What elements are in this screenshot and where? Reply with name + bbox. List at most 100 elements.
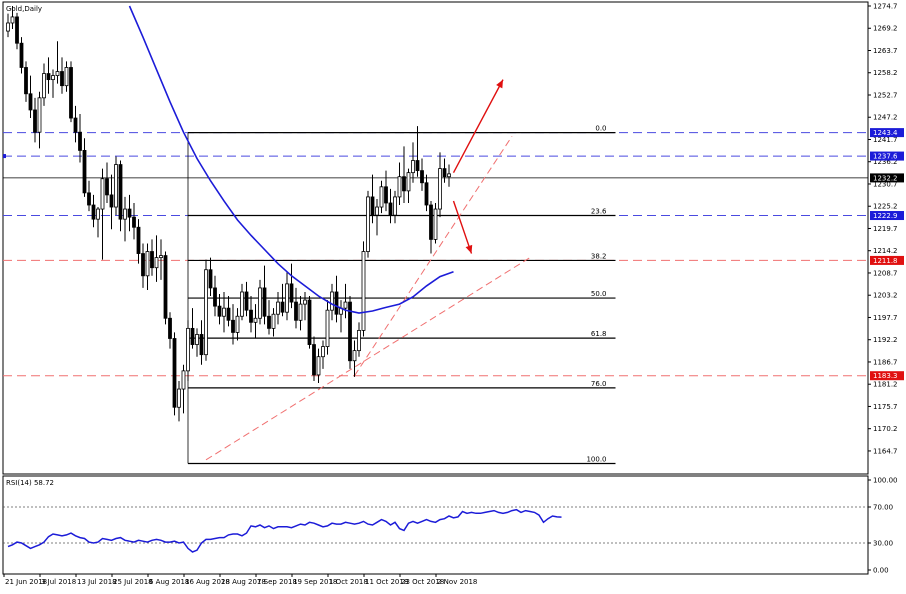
candle-body: [46, 73, 51, 81]
candle: [330, 283, 334, 321]
candle: [303, 291, 307, 321]
candle-body: [244, 291, 249, 311]
candle-body: [240, 291, 244, 317]
candle-body: [222, 307, 226, 317]
candle-body: [55, 71, 60, 76]
time-tick-label: 21 Jun 2018: [5, 578, 47, 586]
candle: [96, 207, 100, 238]
candle: [249, 296, 253, 333]
candle: [375, 198, 379, 236]
candle: [190, 308, 195, 349]
candle: [388, 188, 393, 224]
candle: [55, 41, 60, 84]
candle-body: [361, 251, 366, 331]
price-tick-label: 1274.7: [873, 3, 898, 11]
price-badge: 1222.9: [870, 211, 904, 221]
trendline: [354, 135, 513, 376]
price-tick-label: 1192.2: [873, 336, 898, 344]
candle: [132, 202, 136, 240]
candle: [69, 61, 73, 123]
candle: [352, 340, 357, 377]
candle: [316, 348, 321, 383]
candle-body: [312, 344, 316, 376]
candle-body: [150, 251, 154, 269]
candle-body: [384, 186, 388, 204]
rsi-pane: RSI(14) 58.72: [2, 475, 869, 575]
rsi-tick-label: 100.00: [873, 477, 898, 485]
arrow-head: [496, 79, 503, 89]
price-badge-label: 1183.3: [873, 372, 898, 380]
candle-body: [267, 315, 271, 329]
candle-body: [186, 327, 190, 372]
candle: [280, 283, 285, 317]
candle: [10, 6, 15, 30]
candle: [235, 308, 240, 341]
fib-level-label: 50.0: [591, 290, 607, 298]
candle: [82, 138, 87, 197]
price-badge-label: 1222.9: [873, 212, 898, 220]
candle: [100, 168, 105, 260]
rsi-tick-label: 30.00: [873, 540, 893, 548]
candle-body: [208, 269, 213, 289]
moving-average-line: [128, 5, 454, 314]
candle-body: [447, 173, 451, 178]
fib-level-label: 38.2: [591, 252, 607, 260]
fib-level-label: 0.0: [595, 125, 606, 133]
price-tick-label: 1241.7: [873, 136, 898, 144]
candle: [325, 300, 330, 355]
price-badge-bg: [870, 151, 904, 161]
candle-body: [298, 303, 303, 321]
candle: [199, 320, 204, 365]
candle: [163, 251, 168, 325]
price-tick-label: 1230.7: [873, 180, 898, 188]
price-tick-label: 1225.2: [873, 203, 898, 211]
candle: [114, 156, 118, 216]
price-axis: 1274.7 1269.2 1263.7 1258.2 1252.7 1247.2 1241…: [868, 3, 898, 455]
candle-body: [10, 16, 15, 24]
candle-body: [253, 317, 258, 323]
candles: [6, 6, 451, 422]
candle-body: [15, 16, 19, 44]
candle-body: [213, 287, 217, 307]
time-tick-label: 23 Oct 2018: [401, 578, 444, 586]
candle: [222, 291, 226, 333]
candle: [51, 69, 55, 98]
candle-body: [271, 313, 276, 329]
candle-body: [69, 67, 73, 119]
candle: [204, 259, 208, 361]
candle: [429, 200, 433, 254]
candle-body: [366, 196, 370, 252]
candle: [154, 235, 159, 282]
candle: [73, 105, 78, 143]
price-badge-bg: [870, 128, 904, 138]
moving-average: [128, 5, 454, 314]
time-tick-label: 1 Oct 2018: [329, 578, 368, 586]
candle: [343, 283, 348, 319]
forecast-arrow: [452, 79, 504, 173]
candle-body: [181, 370, 186, 390]
candle: [123, 196, 127, 242]
candle-body: [195, 334, 199, 345]
candle-body: [294, 301, 298, 321]
price-badge-bg: [870, 211, 904, 221]
candle-body: [258, 287, 262, 319]
price-badge-label: 1211.8: [873, 257, 898, 265]
candle-body: [87, 192, 91, 206]
candle: [105, 162, 109, 203]
candle-body: [276, 301, 280, 315]
candle-body: [370, 196, 375, 216]
candle: [415, 126, 420, 177]
price-badges: 1243.4 1237.6 1232.2 1222.9 1211.8 1183.3: [3, 128, 904, 381]
price-tick-label: 1208.7: [873, 269, 898, 277]
candle: [42, 63, 46, 106]
candle-body: [402, 176, 406, 192]
candle-body: [375, 206, 379, 216]
candle-body: [388, 202, 393, 216]
candle-body: [316, 356, 321, 376]
price-badge: 1243.4: [870, 128, 904, 138]
candle: [433, 202, 438, 244]
price-tick-label: 1164.7: [873, 447, 898, 455]
candle-body: [105, 178, 109, 196]
candle: [217, 294, 222, 325]
